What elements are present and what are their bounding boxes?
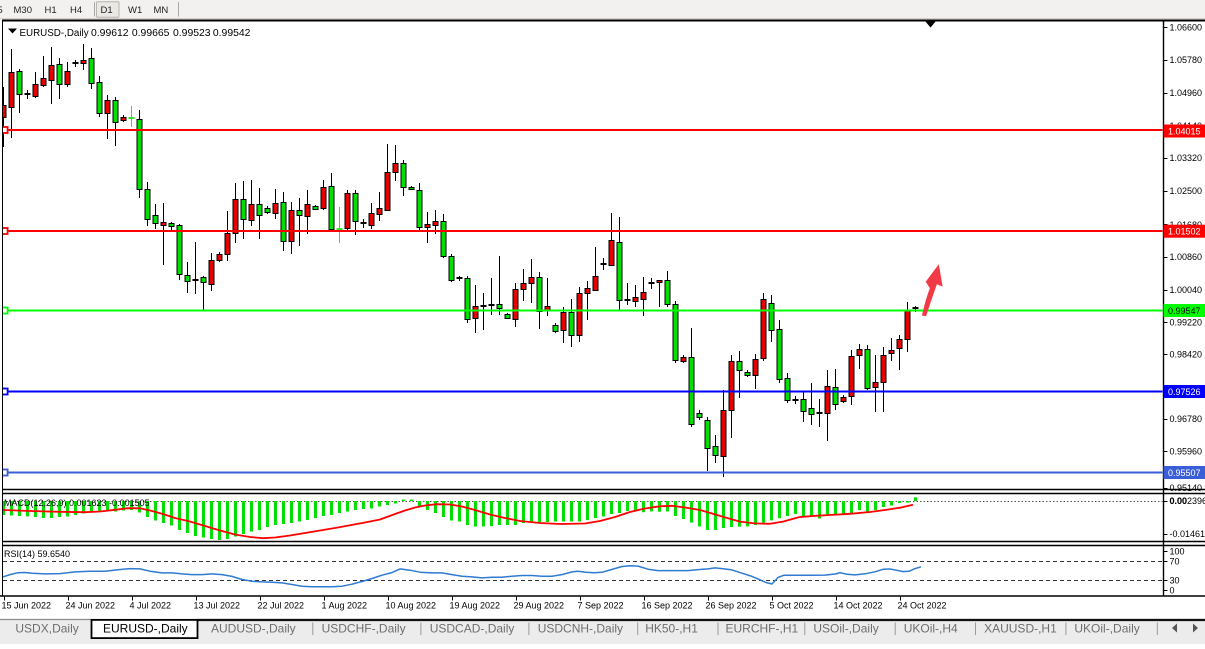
svg-text:1 Aug 2022: 1 Aug 2022 [322,601,368,611]
svg-text:10 Aug 2022: 10 Aug 2022 [386,601,437,611]
svg-text:30: 30 [1170,576,1180,586]
svg-text:-0.014618: -0.014618 [1170,529,1205,539]
svg-text:D1: D1 [101,5,113,16]
svg-text:0.99220: 0.99220 [1170,318,1203,328]
svg-text:13 Jul 2022: 13 Jul 2022 [194,601,241,611]
svg-text:1.05780: 1.05780 [1170,55,1203,65]
svg-text:UKOil-,Daily: UKOil-,Daily [1074,622,1139,636]
svg-text:0.97526: 0.97526 [1168,387,1201,397]
svg-text:0.99665: 0.99665 [132,28,170,39]
svg-text:EURUSD-,Daily: EURUSD-,Daily [20,28,89,39]
svg-text:0.96780: 0.96780 [1170,414,1203,424]
svg-text:24 Oct 2022: 24 Oct 2022 [898,601,947,611]
svg-text:EURCHF-,H1: EURCHF-,H1 [726,622,799,636]
svg-text:0.99547: 0.99547 [1168,306,1201,316]
svg-text:29 Aug 2022: 29 Aug 2022 [514,601,565,611]
svg-text:EURUSD-,Daily: EURUSD-,Daily [103,622,188,636]
svg-text:0.00: 0.00 [1170,496,1188,506]
svg-text:MACD(12,26,9) 0.001623 -0.0015: MACD(12,26,9) 0.001623 -0.001505 [4,498,150,508]
svg-text:H1: H1 [45,5,57,16]
svg-text:1.00860: 1.00860 [1170,252,1203,262]
svg-text:0.95507: 0.95507 [1168,468,1201,478]
svg-text:1.02500: 1.02500 [1170,186,1203,196]
svg-text:16 Sep 2022: 16 Sep 2022 [642,601,693,611]
svg-text:USDCNH-,Daily: USDCNH-,Daily [538,622,623,636]
svg-text:15 Jun 2022: 15 Jun 2022 [2,601,52,611]
svg-text:W1: W1 [128,5,142,16]
svg-text:M30: M30 [14,5,32,16]
svg-text:0.98420: 0.98420 [1170,350,1203,360]
svg-text:1.04015: 1.04015 [1168,126,1201,136]
svg-text:70: 70 [1170,557,1180,567]
svg-text:M5: M5 [0,5,3,16]
svg-text:1.00040: 1.00040 [1170,285,1203,295]
svg-text:0.95960: 0.95960 [1170,447,1203,457]
svg-text:7 Sep 2022: 7 Sep 2022 [578,601,624,611]
svg-text:4 Jul 2022: 4 Jul 2022 [130,601,172,611]
svg-text:USDCHF-,Daily: USDCHF-,Daily [322,622,406,636]
svg-text:0: 0 [1170,586,1175,596]
svg-text:0.95140: 0.95140 [1170,483,1203,493]
svg-text:1.04960: 1.04960 [1170,88,1203,98]
svg-text:19 Aug 2022: 19 Aug 2022 [450,601,501,611]
svg-text:HK50-,H1: HK50-,H1 [645,622,698,636]
svg-text:AUDUSD-,Daily: AUDUSD-,Daily [211,622,296,636]
svg-text:24 Jun 2022: 24 Jun 2022 [66,601,116,611]
svg-text:1.03320: 1.03320 [1170,153,1203,163]
svg-text:XAUUSD-,H1: XAUUSD-,H1 [984,622,1057,636]
svg-text:1.01502: 1.01502 [1168,227,1201,237]
svg-text:5 Oct 2022: 5 Oct 2022 [770,601,814,611]
svg-text:1.06600: 1.06600 [1170,23,1203,33]
svg-text:RSI(14) 59.6540: RSI(14) 59.6540 [4,549,70,559]
svg-text:USDX,Daily: USDX,Daily [15,622,78,636]
svg-text:0.99523: 0.99523 [173,28,211,39]
svg-text:100: 100 [1170,547,1185,557]
svg-text:USDCAD-,Daily: USDCAD-,Daily [430,622,515,636]
svg-text:USOil-,Daily: USOil-,Daily [813,622,878,636]
svg-text:0.99612: 0.99612 [91,28,129,39]
svg-text:MN: MN [154,5,169,16]
svg-text:H4: H4 [70,5,82,16]
svg-text:14 Oct 2022: 14 Oct 2022 [834,601,883,611]
svg-text:22 Jul 2022: 22 Jul 2022 [258,601,305,611]
svg-text:UKOil-,H4: UKOil-,H4 [904,622,958,636]
svg-text:0.99542: 0.99542 [213,28,251,39]
svg-text:26 Sep 2022: 26 Sep 2022 [706,601,757,611]
